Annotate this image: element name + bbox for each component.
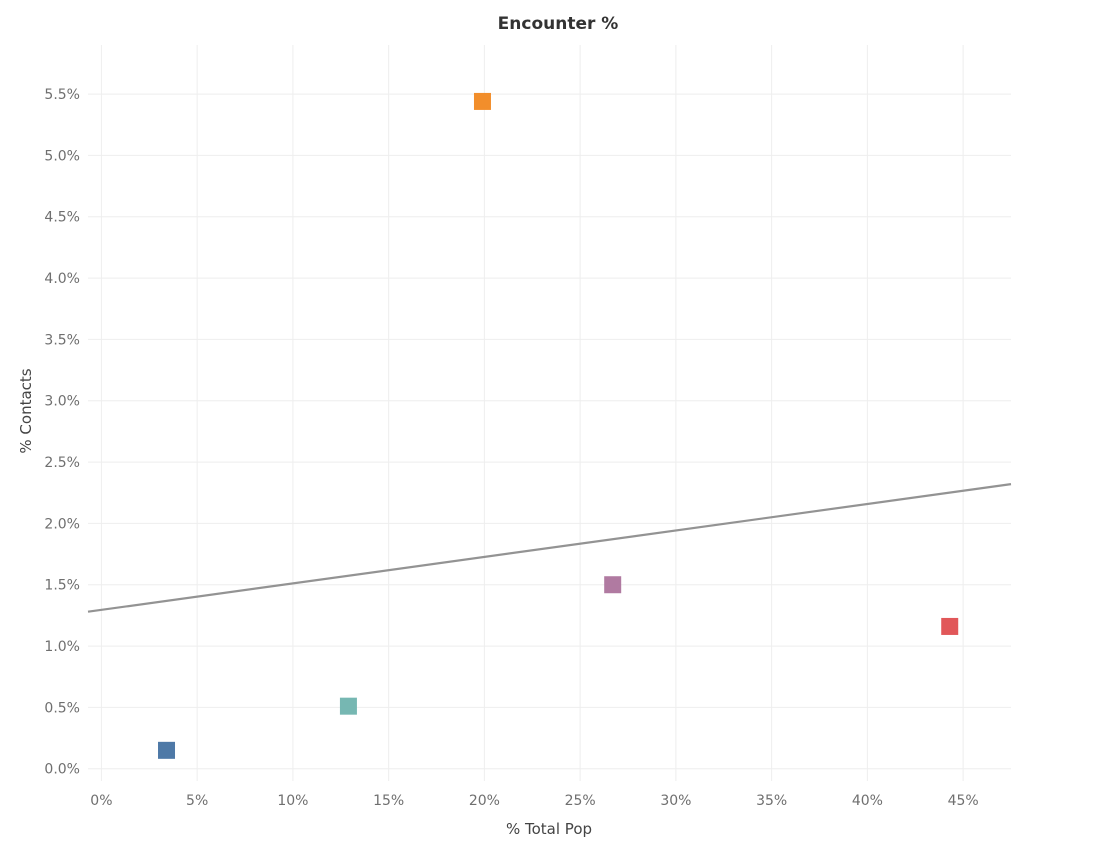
- y-tick-label: 2.5%: [44, 455, 80, 471]
- y-tick-label: 3.5%: [44, 332, 80, 348]
- x-tick-label: 35%: [756, 793, 787, 809]
- x-tick-label: 0%: [90, 793, 112, 809]
- x-tick-label: 40%: [852, 793, 883, 809]
- x-axis: 0% 5% 10% 15% 20% 25% 30% 35% 40% 45%: [90, 793, 978, 809]
- y-tick-label: 5.5%: [44, 87, 80, 103]
- data-point[interactable]: [339, 697, 357, 715]
- x-tick-label: 45%: [948, 793, 979, 809]
- y-tick-label: 1.0%: [44, 639, 80, 655]
- trend-line: [87, 483, 1012, 613]
- x-tick-label: 30%: [660, 793, 691, 809]
- data-point[interactable]: [473, 92, 491, 110]
- x-tick-label: 5%: [186, 793, 208, 809]
- y-axis-label: % Contacts: [17, 368, 35, 453]
- data-point[interactable]: [158, 741, 176, 759]
- x-axis-label: % Total Pop: [506, 820, 592, 838]
- y-tick-label: 2.0%: [44, 516, 80, 532]
- y-tick-label: 0.5%: [44, 700, 80, 716]
- x-tick-label: 25%: [565, 793, 596, 809]
- y-tick-label: 3.0%: [44, 394, 80, 410]
- y-tick-label: 5.0%: [44, 148, 80, 164]
- x-tick-label: 20%: [469, 793, 500, 809]
- x-tick-label: 15%: [373, 793, 404, 809]
- y-tick-label: 0.0%: [44, 762, 80, 778]
- data-point[interactable]: [941, 617, 959, 635]
- chart-title: Encounter %: [498, 14, 619, 34]
- x-tick-label: 10%: [277, 793, 308, 809]
- y-tick-label: 1.5%: [44, 578, 80, 594]
- y-axis: 0.0% 0.5% 1.0% 1.5% 2.0% 2.5% 3.0% 3.5% 4.0% 4.5%…: [44, 87, 80, 778]
- points-layer: [158, 92, 959, 759]
- y-tick-label: 4.0%: [44, 271, 80, 287]
- data-point[interactable]: [604, 576, 622, 594]
- trend-layer: [87, 483, 1012, 613]
- y-tick-label: 4.5%: [44, 210, 80, 226]
- grid-layer: [88, 45, 1011, 781]
